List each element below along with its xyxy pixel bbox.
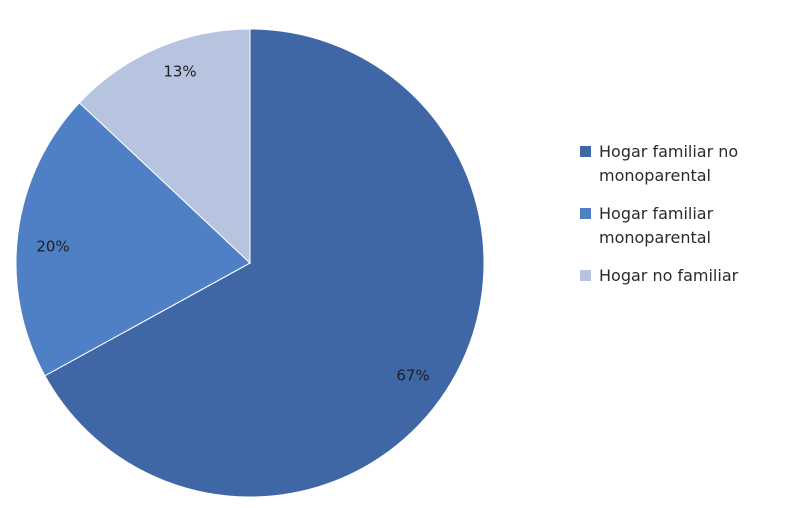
legend-label: Hogar familiar no monoparental bbox=[599, 142, 739, 185]
legend-swatch bbox=[580, 270, 591, 281]
pie-value-labels: 67% 20% 13% bbox=[36, 63, 429, 385]
slice-value-label-2: 20% bbox=[36, 238, 69, 256]
pie-slice-1 bbox=[44, 28, 485, 498]
slice-value-label-3: 13% bbox=[163, 63, 196, 81]
pie-slice-3 bbox=[78, 28, 251, 265]
legend-label: Hogar familiar monoparental bbox=[599, 204, 714, 247]
chart-legend: Hogar familiar no monoparental Hogar famil… bbox=[580, 140, 800, 302]
legend-label: Hogar no familiar bbox=[599, 266, 739, 285]
legend-item-3: Hogar no familiar bbox=[580, 264, 800, 288]
legend-item-1: Hogar familiar no monoparental bbox=[580, 140, 800, 188]
legend-swatch bbox=[580, 146, 591, 157]
pie-slices bbox=[15, 28, 485, 498]
pie-slice-2 bbox=[15, 102, 251, 377]
legend-item-2: Hogar familiar monoparental bbox=[580, 202, 800, 250]
slice-value-label-1: 67% bbox=[396, 367, 429, 385]
legend-swatch bbox=[580, 208, 591, 219]
